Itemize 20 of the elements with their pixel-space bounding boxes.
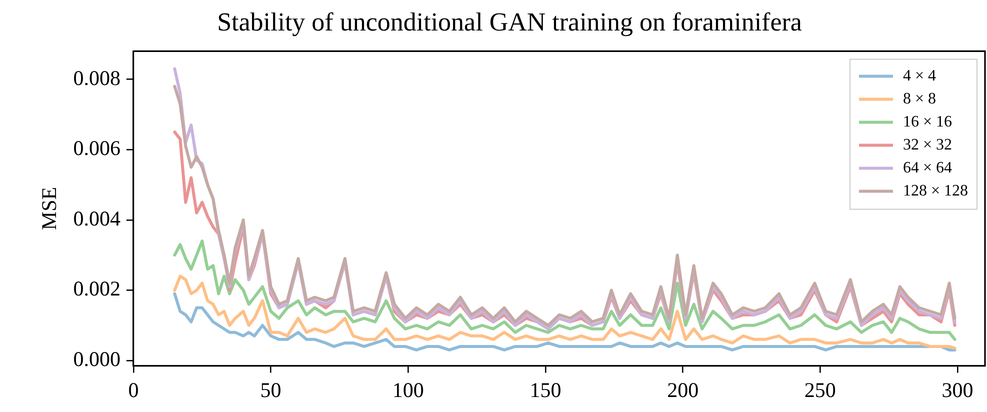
x-tick-label: 300 xyxy=(942,378,974,402)
legend-label: 64 × 64 xyxy=(902,159,952,176)
x-tick-label: 50 xyxy=(260,378,282,402)
y-tick-label: 0.000 xyxy=(73,347,120,372)
x-tick-label: 100 xyxy=(392,378,424,402)
y-tick-label: 0.008 xyxy=(73,66,120,90)
legend-label: 8 × 8 xyxy=(902,90,936,108)
legend-label: 128 × 128 xyxy=(902,182,968,200)
y-tick-label: 0.006 xyxy=(73,136,120,160)
x-tick-label: 0 xyxy=(128,378,139,402)
chart-title: Stability of unconditional GAN training on foraminifera xyxy=(217,7,802,36)
y-tick-label: 0.002 xyxy=(73,276,120,301)
legend-label: 4 × 4 xyxy=(902,67,936,84)
x-tick-label: 200 xyxy=(667,378,699,402)
legend-label: 32 × 32 xyxy=(902,136,952,154)
legend-label: 16 × 16 xyxy=(902,113,952,130)
y-axis-title: MSE xyxy=(37,186,62,230)
x-tick-label: 150 xyxy=(530,378,562,402)
x-tick-label: 250 xyxy=(804,378,836,402)
y-tick-label: 0.004 xyxy=(73,206,121,230)
